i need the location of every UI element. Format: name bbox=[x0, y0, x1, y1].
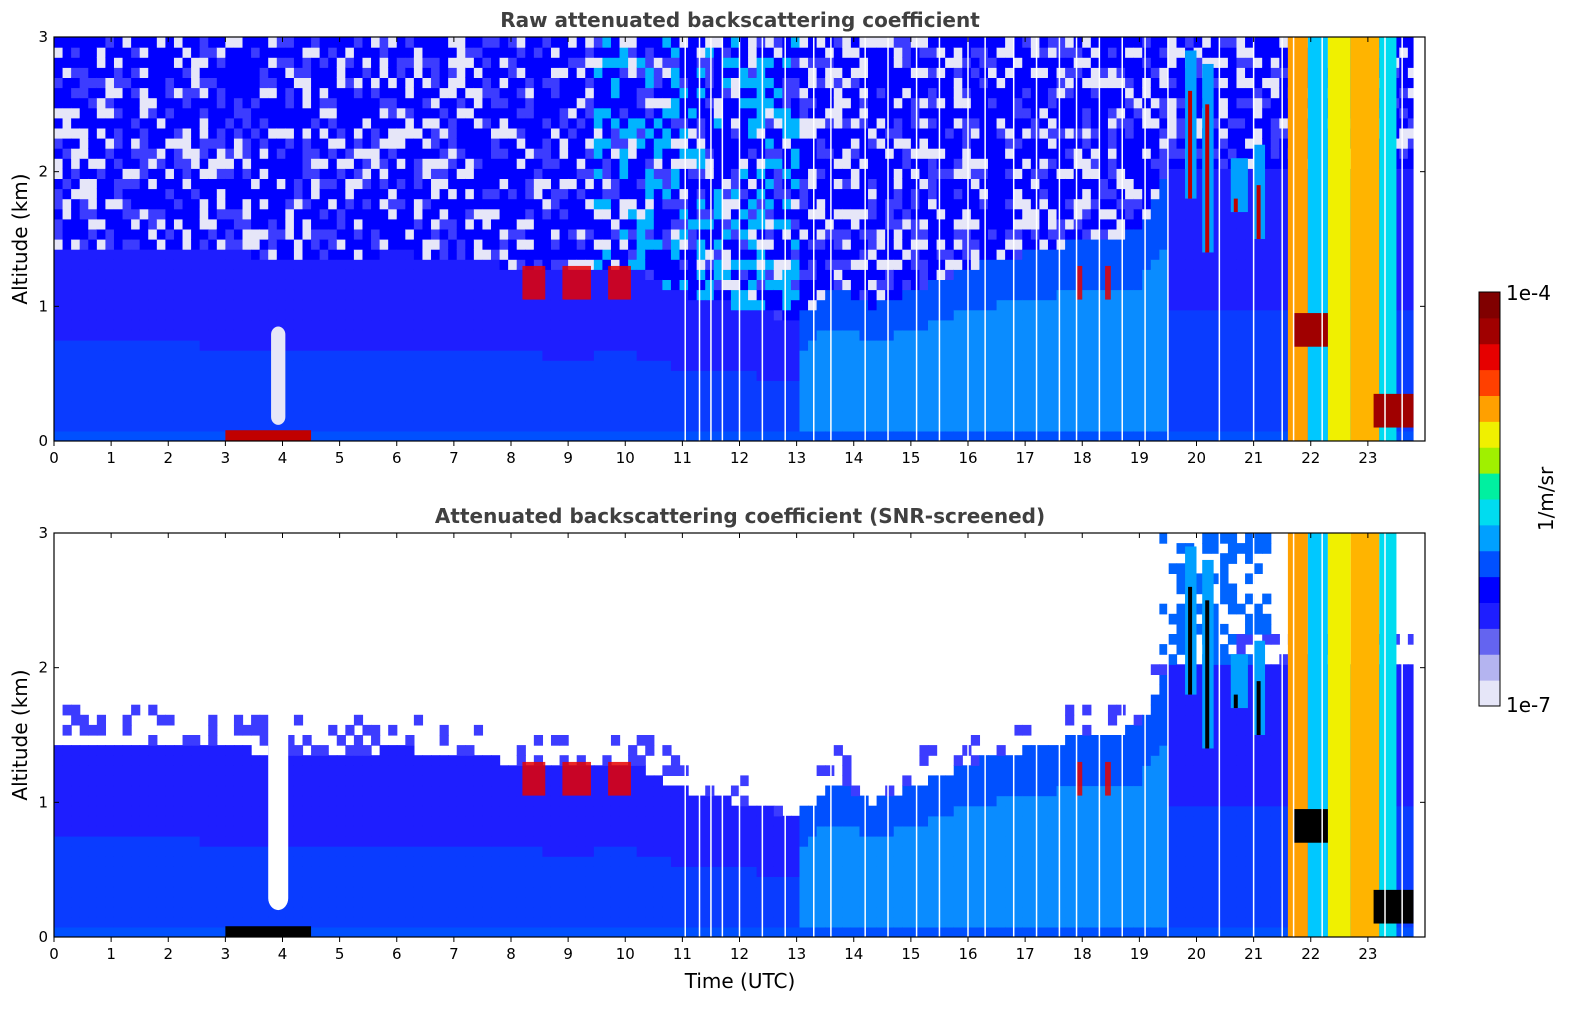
x-tick-label: 6 bbox=[392, 449, 402, 467]
x-tick-label: 0 bbox=[49, 449, 59, 467]
y-tick-label: 1 bbox=[38, 793, 48, 811]
x-tick-label: 14 bbox=[844, 945, 863, 963]
x-tick-label: 18 bbox=[1073, 945, 1092, 963]
x-tick-label: 20 bbox=[1187, 945, 1206, 963]
colorbar-step bbox=[1479, 628, 1500, 655]
x-tick-label: 15 bbox=[901, 449, 920, 467]
x-tick-label: 8 bbox=[506, 449, 516, 467]
x-tick-label: 13 bbox=[787, 449, 806, 467]
y-tick-label: 3 bbox=[38, 524, 48, 542]
colorbar-step bbox=[1479, 343, 1500, 371]
x-tick-label: 10 bbox=[616, 449, 635, 467]
x-tick-label: 15 bbox=[901, 945, 920, 963]
x-tick-label: 1 bbox=[106, 945, 116, 963]
x-tick-label: 16 bbox=[958, 945, 977, 963]
x-tick-label: 22 bbox=[1301, 945, 1320, 963]
y-tick-label: 2 bbox=[38, 163, 48, 181]
x-tick-label: 7 bbox=[449, 449, 459, 467]
colorbar-gradient bbox=[1479, 292, 1500, 707]
x-tick-label: 2 bbox=[163, 449, 173, 467]
x-tick-label: 19 bbox=[1130, 945, 1149, 963]
x-axis-label: Time (UTC) bbox=[684, 969, 796, 993]
y-axis-label: Altitude (km) bbox=[8, 669, 32, 800]
x-tick-label: 21 bbox=[1244, 945, 1263, 963]
x-tick-label: 10 bbox=[616, 945, 635, 963]
y-tick-label: 0 bbox=[38, 432, 48, 450]
x-tick-label: 7 bbox=[449, 945, 459, 963]
y-tick-label: 3 bbox=[38, 28, 48, 46]
x-tick-label: 9 bbox=[563, 945, 573, 963]
x-tick-label: 17 bbox=[1016, 945, 1035, 963]
panel-title: Attenuated backscattering coefficient (S… bbox=[435, 504, 1045, 528]
x-tick-label: 4 bbox=[278, 945, 288, 963]
x-tick-label: 4 bbox=[278, 449, 288, 467]
panel-title: Raw attenuated backscattering coefficien… bbox=[500, 8, 980, 32]
x-tick-label: 12 bbox=[730, 945, 749, 963]
colorbar-step bbox=[1479, 524, 1500, 552]
x-tick-label: 9 bbox=[563, 449, 573, 467]
colorbar-step bbox=[1479, 602, 1500, 629]
colorbar-step bbox=[1479, 447, 1500, 474]
colorbar-unit-label: 1/m/sr bbox=[1534, 466, 1558, 531]
colorbar-step bbox=[1479, 499, 1500, 526]
x-tick-label: 18 bbox=[1073, 449, 1092, 467]
x-tick-label: 23 bbox=[1358, 449, 1377, 467]
colorbar-step bbox=[1479, 369, 1500, 396]
colorbar-step bbox=[1479, 680, 1500, 707]
x-tick-label: 12 bbox=[730, 449, 749, 467]
y-tick-label: 0 bbox=[38, 928, 48, 946]
x-tick-label: 11 bbox=[673, 449, 692, 467]
x-tick-label: 6 bbox=[392, 945, 402, 963]
colorbar-frame bbox=[1478, 291, 1501, 707]
colorbar-min-label: 1e-7 bbox=[1506, 693, 1551, 717]
heatmap-area bbox=[54, 533, 1425, 937]
x-tick-label: 3 bbox=[221, 945, 231, 963]
y-axis-ticks: 0 1 2 3 bbox=[38, 28, 1425, 450]
colorbar-step bbox=[1479, 421, 1500, 448]
x-tick-label: 13 bbox=[787, 945, 806, 963]
colorbar-step bbox=[1479, 317, 1500, 345]
x-tick-label: 19 bbox=[1130, 449, 1149, 467]
x-tick-label: 20 bbox=[1187, 449, 1206, 467]
colorbar-step bbox=[1479, 473, 1500, 500]
colorbar-step bbox=[1479, 654, 1500, 681]
colorbar-step bbox=[1479, 292, 1500, 319]
x-tick-label: 1 bbox=[106, 449, 116, 467]
x-tick-label: 23 bbox=[1358, 945, 1377, 963]
x-tick-label: 22 bbox=[1301, 449, 1320, 467]
y-axis-label: Altitude (km) bbox=[8, 173, 32, 304]
x-axis-ticks: 0 1 2 3 4 5 6 7 8 9 10 11 12 13 14 15 16 17 18 19 20 21 22 23 bbox=[49, 37, 1377, 467]
x-tick-label: 11 bbox=[673, 945, 692, 963]
x-tick-label: 0 bbox=[49, 945, 59, 963]
x-tick-label: 21 bbox=[1244, 449, 1263, 467]
x-tick-label: 5 bbox=[335, 945, 345, 963]
x-tick-label: 3 bbox=[221, 449, 231, 467]
colorbar-max-label: 1e-4 bbox=[1506, 281, 1551, 305]
y-axis-ticks: 0 1 2 3 bbox=[38, 524, 1425, 946]
x-tick-label: 5 bbox=[335, 449, 345, 467]
colorbar: 1e-4 1e-7 1/m/sr bbox=[1478, 281, 1558, 717]
raw-backscatter-panel: Raw attenuated backscattering coefficien… bbox=[8, 8, 1426, 467]
x-tick-label: 8 bbox=[506, 945, 516, 963]
x-tick-label: 2 bbox=[163, 945, 173, 963]
colorbar-step bbox=[1479, 576, 1500, 603]
x-axis-ticks: 0 1 2 3 4 5 6 7 8 9 10 11 12 13 14 15 16 17 18 19 20 21 22 23 bbox=[49, 533, 1377, 963]
colorbar-step bbox=[1479, 550, 1500, 578]
y-tick-label: 1 bbox=[38, 297, 48, 315]
heatmap-area bbox=[54, 37, 1425, 441]
x-tick-label: 14 bbox=[844, 449, 863, 467]
y-tick-label: 2 bbox=[38, 659, 48, 677]
x-tick-label: 17 bbox=[1016, 449, 1035, 467]
colorbar-step bbox=[1479, 395, 1500, 422]
snr-screened-panel: Attenuated backscattering coefficient (S… bbox=[8, 504, 1426, 993]
x-tick-label: 16 bbox=[958, 449, 977, 467]
